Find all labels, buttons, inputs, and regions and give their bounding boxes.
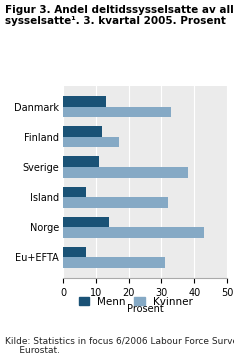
Bar	[63, 257, 165, 268]
Bar	[63, 247, 86, 257]
Bar	[63, 217, 109, 227]
Legend: Menn, Kvinner: Menn, Kvinner	[74, 292, 197, 311]
Bar	[63, 126, 102, 137]
X-axis label: Prosent: Prosent	[127, 304, 164, 314]
Text: Figur 3. Andel deltidssysselsatte av alle: Figur 3. Andel deltidssysselsatte av all…	[5, 5, 234, 15]
Bar	[63, 96, 106, 107]
Text: sysselsatte¹. 3. kvartal 2005. Prosent: sysselsatte¹. 3. kvartal 2005. Prosent	[5, 16, 226, 26]
Bar	[63, 187, 86, 197]
Text: Kilde: Statistics in focus 6/2006 Labour Force Survey,: Kilde: Statistics in focus 6/2006 Labour…	[5, 337, 234, 346]
Bar	[63, 167, 188, 177]
Bar	[63, 137, 119, 147]
Bar	[63, 107, 171, 117]
Bar	[63, 227, 204, 238]
Text: Eurostat.: Eurostat.	[5, 346, 60, 355]
Bar	[63, 156, 99, 167]
Bar	[63, 197, 168, 208]
